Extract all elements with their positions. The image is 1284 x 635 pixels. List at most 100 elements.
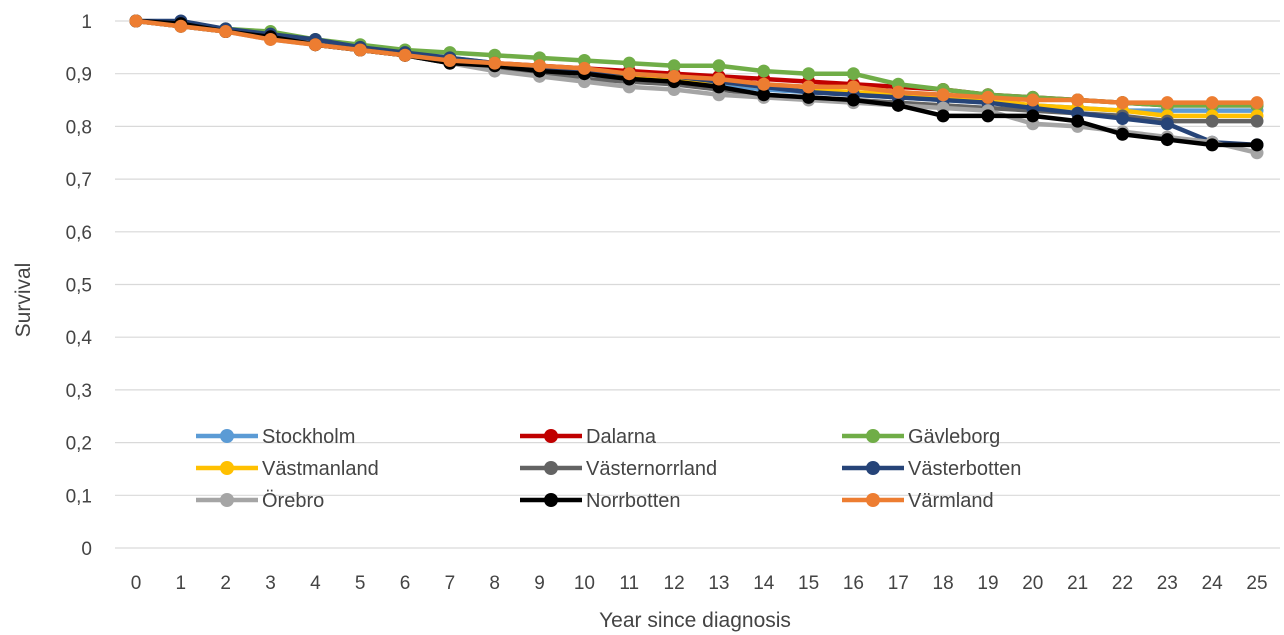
x-tick-label: 22 [1112,573,1133,594]
data-point [1205,96,1219,110]
legend-marker [544,429,558,443]
data-point [129,14,143,28]
y-tick-label: 0,8 [66,117,92,138]
data-point [353,43,367,57]
data-point [533,59,547,73]
data-point [802,80,816,94]
series-lines [129,14,1264,160]
data-point [1115,127,1129,141]
y-tick-label: 0,4 [66,328,93,349]
x-tick-label: 24 [1202,573,1224,594]
legend-label: Dalarna [586,426,657,448]
y-tick-label: 1 [81,12,92,33]
x-tick-label: 21 [1067,573,1088,594]
x-tick-label: 3 [265,573,276,594]
x-tick-label: 9 [534,573,545,594]
legend: Stockholm Dalarna Gävleborg Västmanland Väst… [196,426,1021,512]
x-tick-label: 16 [843,573,864,594]
legend-label: Gävleborg [908,426,1000,448]
x-tick-label: 4 [310,573,321,594]
data-point [757,77,771,91]
y-axis-tick-labels: 0 0,1 0,2 0,3 0,4 0,5 0,6 0,7 0,8 0,9 1 [66,12,93,560]
legend-item: Dalarna [520,426,657,448]
series-gävleborg [129,14,1264,112]
legend-label: Norrbotten [586,490,681,512]
data-point [936,88,950,102]
data-point [1026,109,1040,123]
data-point [398,48,412,62]
x-tick-label: 6 [400,573,411,594]
data-point [1160,133,1174,147]
legend-item: Norrbotten [520,490,681,512]
legend-label: Värmland [908,490,994,512]
series-värmland [129,14,1264,110]
x-tick-label: 8 [489,573,500,594]
series-line [133,18,1260,105]
data-point [622,67,636,81]
data-point [622,56,636,70]
data-point [308,38,322,52]
data-point [577,61,591,75]
legend-label: Stockholm [262,426,355,448]
y-tick-label: 0,5 [66,276,92,297]
data-point [1115,96,1129,110]
x-tick-label: 10 [574,573,595,594]
x-tick-label: 14 [753,573,775,594]
y-tick-label: 0,1 [66,486,92,507]
series-västmanland [129,14,1264,123]
data-point [1160,117,1174,131]
x-tick-label: 2 [220,573,231,594]
legend-item: Gävleborg [842,426,1000,448]
legend-item: Västernorrland [520,458,717,480]
legend-label: Örebro [262,490,324,512]
data-point [802,67,816,81]
x-tick-label: 18 [933,573,954,594]
data-point [891,98,905,112]
y-tick-label: 0,2 [66,434,92,455]
data-point [667,69,681,83]
legend-marker [220,493,234,507]
legend-marker [866,493,880,507]
legend-marker [544,493,558,507]
data-point [1115,111,1129,125]
data-point [667,59,681,73]
legend-marker [220,461,234,475]
data-point [757,88,771,102]
y-tick-label: 0,9 [66,65,92,86]
data-point [802,90,816,104]
legend-marker [866,461,880,475]
data-point [846,93,860,107]
x-tick-label: 19 [977,573,998,594]
data-point [757,64,771,78]
legend-label: Västernorrland [586,458,717,480]
legend-marker [544,461,558,475]
legend-item: Västmanland [196,458,379,480]
data-point [1250,96,1264,110]
data-point [1160,96,1174,110]
data-point [174,19,188,33]
y-tick-label: 0,3 [66,381,92,402]
x-tick-label: 13 [708,573,729,594]
legend-marker [866,429,880,443]
y-tick-label: 0 [81,539,92,560]
data-point [891,85,905,99]
x-axis-title: Year since diagnosis [599,609,791,632]
x-tick-label: 15 [798,573,819,594]
data-point [219,25,233,39]
data-point [1071,114,1085,128]
data-point [981,90,995,104]
x-tick-label: 1 [176,573,187,594]
legend-label: Västmanland [262,458,379,480]
x-tick-label: 11 [619,573,639,594]
x-tick-label: 17 [888,573,909,594]
legend-marker [220,429,234,443]
legend-item: Västerbotten [842,458,1021,480]
data-point [1205,138,1219,152]
legend-item: Värmland [842,490,994,512]
data-point [1071,93,1085,107]
gridlines [115,20,1280,549]
legend-item: Stockholm [196,426,355,448]
data-point [443,54,457,68]
x-tick-label: 0 [131,573,142,594]
